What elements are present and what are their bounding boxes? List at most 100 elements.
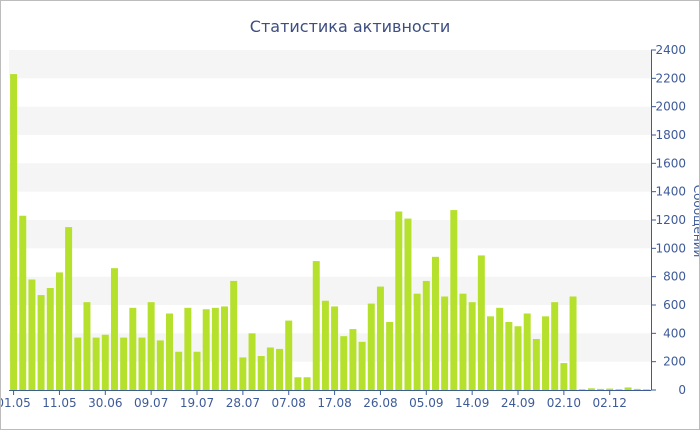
bar bbox=[606, 388, 614, 390]
bar bbox=[156, 340, 164, 390]
x-tick-label: 07.08 bbox=[272, 396, 306, 410]
grid-bands bbox=[9, 50, 651, 362]
bar bbox=[642, 389, 650, 390]
bar bbox=[542, 316, 550, 390]
bar bbox=[166, 313, 173, 390]
y-tick-label: 0 bbox=[678, 383, 686, 397]
y-tick-label: 2200 bbox=[655, 71, 686, 85]
y-tick-label: 1000 bbox=[655, 241, 686, 255]
bar bbox=[303, 377, 311, 390]
bar bbox=[587, 388, 595, 390]
bar bbox=[129, 307, 137, 390]
bars-group bbox=[10, 74, 650, 390]
y-tick-label: 1600 bbox=[655, 156, 686, 170]
bar bbox=[413, 293, 421, 390]
bar bbox=[46, 288, 54, 390]
bar bbox=[395, 211, 403, 390]
bar bbox=[633, 388, 641, 390]
grid-band bbox=[9, 106, 651, 135]
bar bbox=[92, 337, 100, 390]
y-tick-label: 1200 bbox=[655, 213, 686, 227]
x-tick-label: 02.10 bbox=[547, 396, 581, 410]
bar bbox=[138, 337, 146, 390]
y-tick-label: 400 bbox=[663, 326, 686, 340]
bar bbox=[239, 357, 247, 390]
bar bbox=[175, 351, 183, 390]
bar bbox=[386, 322, 394, 390]
bar bbox=[331, 306, 339, 390]
x-tick-label: 30.06 bbox=[88, 396, 122, 410]
bar bbox=[376, 286, 384, 390]
x-tick-label: 01.05 bbox=[1, 396, 31, 410]
bar bbox=[266, 347, 274, 390]
x-tick-label: 26.08 bbox=[363, 396, 397, 410]
bar bbox=[65, 227, 73, 390]
bar bbox=[505, 322, 513, 390]
bar bbox=[477, 255, 485, 390]
y-tick-label: 1800 bbox=[655, 128, 686, 142]
bar bbox=[560, 363, 568, 390]
bar bbox=[523, 313, 531, 390]
chart-title: Статистика активности bbox=[250, 17, 450, 36]
x-tick-label: 24.09 bbox=[501, 396, 535, 410]
bar bbox=[422, 280, 430, 390]
bar bbox=[294, 377, 302, 390]
y-tick-labels: 0 200 400 600 800 1000 1200 1400 1600 1800 2000 220… bbox=[655, 43, 686, 397]
bar bbox=[221, 306, 229, 390]
bar bbox=[312, 261, 320, 390]
x-tick-label: 11.05 bbox=[42, 396, 76, 410]
grid-band bbox=[9, 220, 651, 249]
bar bbox=[441, 296, 449, 390]
x-tick-label: 09.07 bbox=[134, 396, 168, 410]
bar bbox=[532, 339, 540, 390]
bar bbox=[450, 210, 458, 390]
bar bbox=[257, 356, 265, 390]
bar bbox=[74, 337, 82, 390]
bar bbox=[28, 279, 36, 390]
grid-band bbox=[9, 163, 651, 192]
bar bbox=[468, 302, 476, 390]
grid-band bbox=[9, 276, 651, 305]
bar bbox=[551, 302, 559, 390]
y-tick-label: 2400 bbox=[655, 43, 686, 57]
bar bbox=[248, 333, 256, 390]
x-tick-labels: 01.05 11.05 30.06 09.07 19.07 28.07 07.08 17.08… bbox=[1, 396, 627, 410]
bar bbox=[487, 316, 494, 390]
bar bbox=[496, 307, 504, 390]
x-tick-label: 28.07 bbox=[226, 396, 260, 410]
y-tick-label: 200 bbox=[663, 355, 686, 369]
bar bbox=[19, 215, 27, 390]
bar bbox=[120, 337, 128, 390]
bar bbox=[367, 303, 375, 390]
bar bbox=[349, 329, 357, 390]
y-tick-label: 1400 bbox=[655, 185, 686, 199]
x-tick-label: 05.09 bbox=[409, 396, 443, 410]
bar bbox=[285, 320, 293, 390]
y-axis-label: Сообщений bbox=[691, 185, 699, 258]
bar bbox=[569, 296, 577, 390]
bar bbox=[459, 293, 467, 390]
y-tick-label: 2000 bbox=[655, 100, 686, 114]
x-tick-label: 17.08 bbox=[317, 396, 351, 410]
bar bbox=[615, 389, 623, 390]
bar bbox=[202, 309, 210, 390]
x-tick-label: 14.09 bbox=[455, 396, 489, 410]
bar bbox=[193, 351, 201, 390]
bar bbox=[404, 218, 412, 390]
y-tick-label: 600 bbox=[663, 298, 686, 312]
bar bbox=[358, 341, 366, 390]
grid-band bbox=[9, 50, 651, 79]
bar bbox=[578, 389, 586, 390]
x-tick-label: 19.07 bbox=[180, 396, 214, 410]
axes-group bbox=[9, 49, 656, 395]
bar bbox=[37, 295, 45, 390]
bar bbox=[514, 326, 522, 390]
bar bbox=[597, 388, 605, 390]
bar bbox=[110, 268, 118, 390]
bar bbox=[340, 336, 348, 390]
y-tick-label: 800 bbox=[663, 270, 686, 284]
bar bbox=[83, 302, 91, 390]
bar bbox=[147, 302, 155, 390]
